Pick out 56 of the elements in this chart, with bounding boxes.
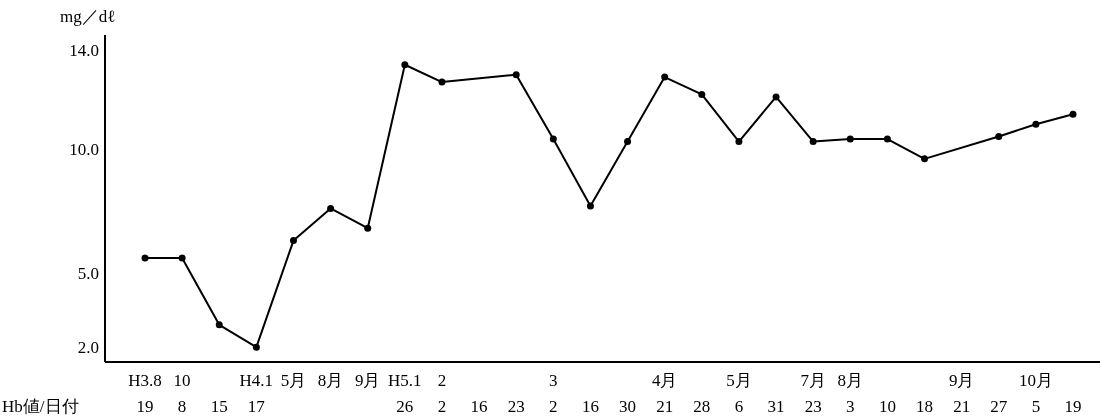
x-tick-label: 8月 3 [837,371,864,416]
y-tick-label: 5.0 [77,263,99,283]
x-tick-label: 23 [507,397,525,416]
x-tick-label: 15 [210,397,228,416]
x-tick-label: 7月 23 [800,371,826,416]
point [735,138,743,146]
x-tick-label: 5月 [280,371,307,390]
x-tick-label: 8月 [317,371,344,390]
point [178,254,186,262]
point [846,135,854,143]
x-tick-label: 10 [878,397,896,416]
x-tick-label: H4.1 17 [239,371,274,416]
x-tick-label: 10月 5 [1018,371,1053,416]
point [624,138,632,146]
x-tick-label: 2 2 [437,371,447,416]
x-tick-label: 16 [581,397,599,416]
x-tick-label: 9月 21 [948,371,975,416]
x-tick-label: 27 [990,397,1008,416]
x-tick-label: 19 [1064,397,1082,416]
point [698,90,706,98]
y-axis-title: mg／dℓ [60,7,116,26]
point [883,135,891,143]
point [772,93,780,101]
x-tick-label: 5月 6 [726,371,752,416]
point [252,343,260,351]
point [215,321,223,329]
point [921,155,929,163]
x-tick-label: 9月 [354,371,381,390]
x-tick-label: H3.8 19 [128,371,162,416]
point [586,202,594,210]
point [289,237,297,245]
x-tick-label: 10 8 [173,371,191,416]
x-tick-label: 16 [470,397,488,416]
point [809,138,817,146]
y-tick-label: 2.0 [77,338,99,358]
point [141,254,149,262]
x-tick-label: 31 [767,397,785,416]
point [327,204,335,212]
point [1069,110,1077,118]
x-tick-label: H5.1 26 [388,371,422,416]
y-tick-label: 10.0 [69,139,99,159]
y-tick-label: 14.0 [69,40,99,60]
x-tick-label: 18 [916,397,934,416]
x-axis-title: Hb値/日付 [2,397,79,416]
point [661,73,669,81]
point [512,71,520,79]
x-tick-label: 30 [619,397,637,416]
point [995,133,1003,141]
point [401,61,409,69]
point [364,224,372,232]
point [1032,120,1040,128]
x-tick-label: 4月 21 [651,371,678,416]
point [549,135,557,143]
x-tick-label: 28 [693,397,711,416]
point [438,78,446,86]
x-tick-label: 3 2 [549,371,558,416]
